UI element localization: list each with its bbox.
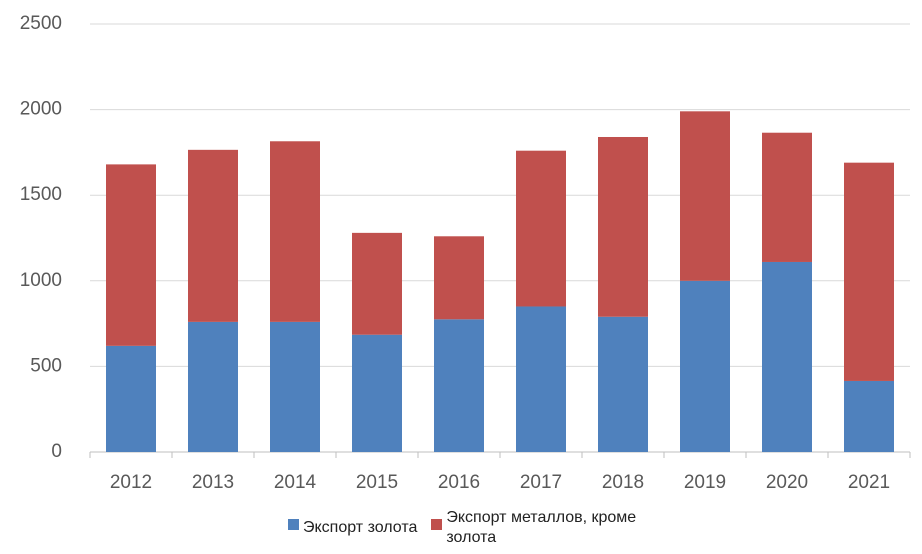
bar-segment — [352, 232, 402, 335]
bar-segment — [188, 149, 238, 322]
x-tick-label: 2014 — [274, 472, 317, 493]
bar-segment — [598, 316, 648, 452]
legend-label: Экспорт золота — [303, 519, 418, 536]
y-tick-label: 0 — [51, 441, 62, 462]
bar-segment — [762, 132, 812, 262]
x-tick-label: 2012 — [110, 472, 152, 493]
bar-segment — [516, 306, 566, 452]
bar-segment — [516, 150, 566, 307]
y-tick-label: 500 — [30, 355, 62, 376]
bar-segment — [598, 136, 648, 317]
x-tick-label: 2020 — [766, 472, 808, 493]
bar-segment — [270, 141, 320, 322]
bar-segment — [680, 280, 730, 452]
bar-segment — [844, 380, 894, 452]
x-tick-label: 2013 — [192, 472, 234, 493]
bar-segment — [844, 162, 894, 381]
bar-segment — [106, 164, 156, 346]
x-tick-label: 2015 — [356, 472, 398, 493]
legend-item: Экспорт металлов, кроме золота — [431, 508, 646, 548]
y-tick-label: 1500 — [20, 184, 62, 205]
y-tick-label: 2000 — [20, 99, 62, 120]
x-tick-label: 2017 — [520, 472, 562, 493]
bar-segment — [762, 261, 812, 452]
bar-segment — [270, 321, 320, 452]
x-tick-label: 2021 — [848, 472, 890, 493]
x-tick-label: 2019 — [684, 472, 726, 493]
bar-segment — [106, 345, 156, 452]
bar-segment — [434, 236, 484, 320]
x-tick-label: 2016 — [438, 472, 480, 493]
x-tick-label: 2018 — [602, 472, 644, 493]
legend-label: Экспорт металлов, кроме золота — [446, 509, 637, 546]
bar-segment — [188, 321, 238, 452]
legend-item: Экспорт золота — [288, 508, 417, 538]
legend: Экспорт золота Экспорт металлов, кроме зо… — [288, 508, 660, 548]
bar-segment — [680, 111, 730, 281]
bar-segment — [434, 319, 484, 452]
legend-swatch — [288, 519, 299, 530]
legend-swatch — [431, 519, 443, 530]
y-tick-label: 2500 — [20, 13, 62, 34]
bar-segment — [352, 334, 402, 452]
y-tick-label: 1000 — [20, 270, 62, 291]
plot: 0 500 1000 1500 2000 2500 2012 2013 2014 2015 2016… — [20, 13, 911, 493]
